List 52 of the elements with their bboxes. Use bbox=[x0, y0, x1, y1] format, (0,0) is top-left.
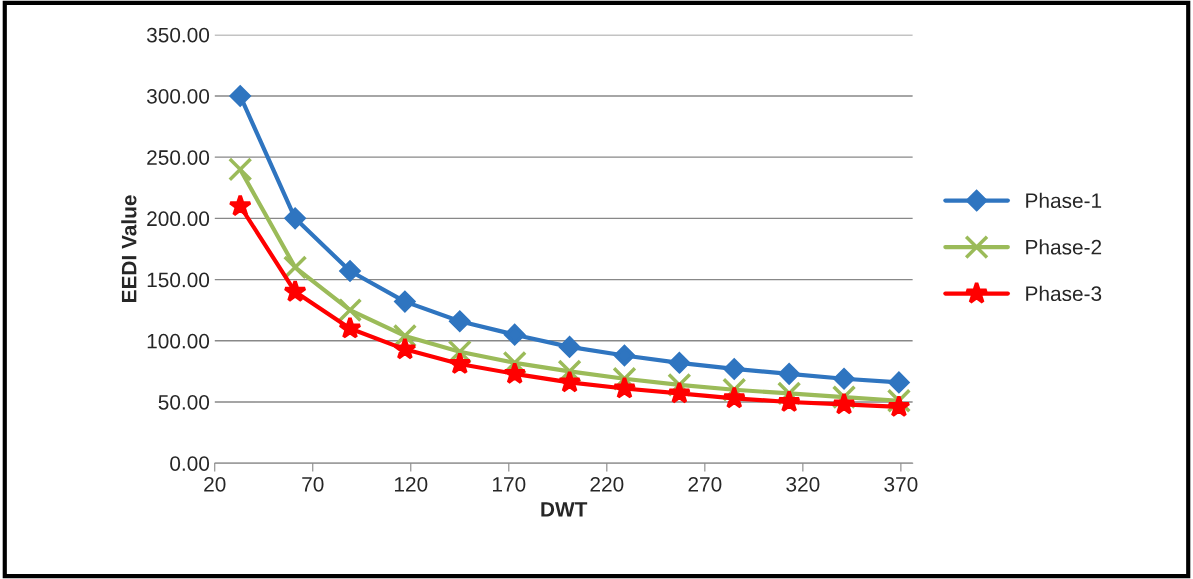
point bbox=[394, 291, 416, 313]
x-axis-title: DWT bbox=[541, 502, 588, 517]
point bbox=[558, 336, 581, 358]
point bbox=[557, 370, 582, 393]
legend-label: Phase-3 bbox=[1026, 285, 1102, 302]
y-tick-label: 200.00 bbox=[147, 211, 210, 227]
y-tick-label: 250.00 bbox=[147, 150, 210, 165]
point bbox=[667, 381, 691, 404]
point bbox=[449, 310, 471, 332]
x-tick-label: 270 bbox=[688, 476, 722, 492]
point bbox=[612, 376, 637, 399]
point bbox=[228, 193, 252, 217]
point bbox=[447, 339, 472, 364]
x-tick-label: 170 bbox=[493, 476, 526, 492]
point bbox=[284, 207, 306, 229]
point bbox=[777, 389, 801, 413]
point bbox=[339, 260, 361, 282]
y-tick-label: 350.00 bbox=[146, 27, 210, 43]
point bbox=[392, 323, 418, 349]
point bbox=[668, 352, 690, 374]
point bbox=[228, 157, 253, 182]
point bbox=[504, 324, 526, 346]
y-tick-label: 0.00 bbox=[170, 456, 210, 471]
point bbox=[888, 371, 910, 393]
y-tick-label: 300.00 bbox=[146, 88, 210, 104]
point bbox=[282, 255, 308, 280]
x-tick-label: 20 bbox=[204, 476, 226, 492]
y-tick-label: 150.00 bbox=[147, 272, 210, 288]
point bbox=[778, 363, 800, 385]
point bbox=[833, 368, 855, 390]
x-tick-label: 120 bbox=[394, 476, 428, 492]
legend-label: Phase-2 bbox=[1026, 239, 1102, 255]
y-axis-title: EEDI Value bbox=[121, 195, 137, 302]
x-tick-label: 370 bbox=[884, 476, 918, 492]
y-tick-label: 50.00 bbox=[158, 394, 210, 410]
point bbox=[448, 351, 472, 375]
point bbox=[887, 394, 911, 418]
x-tick-label: 320 bbox=[786, 476, 820, 492]
x-tick-label: 220 bbox=[590, 476, 624, 492]
point bbox=[338, 316, 362, 339]
point bbox=[723, 358, 745, 380]
point bbox=[337, 298, 363, 323]
legend-label: Phase-1 bbox=[1026, 192, 1102, 209]
point bbox=[613, 344, 636, 367]
point bbox=[393, 337, 417, 360]
x-tick-label: 70 bbox=[302, 476, 324, 492]
point bbox=[503, 361, 527, 384]
point bbox=[229, 85, 251, 107]
y-tick-label: 100.00 bbox=[147, 333, 210, 349]
point bbox=[832, 392, 856, 415]
point bbox=[722, 386, 746, 409]
point bbox=[283, 279, 307, 302]
